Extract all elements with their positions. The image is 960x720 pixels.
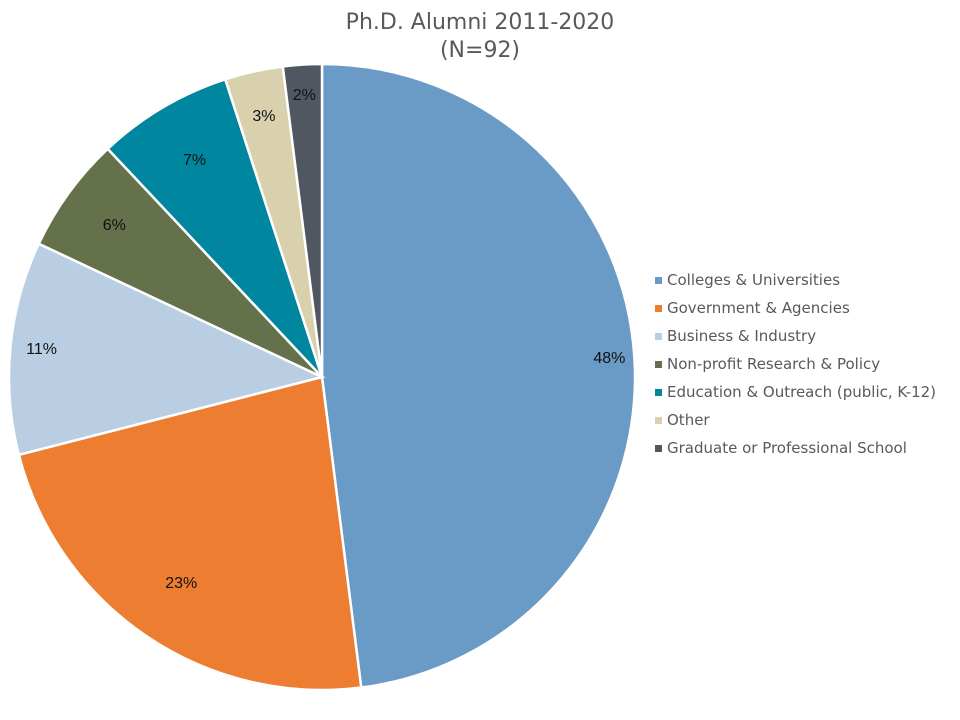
data-label: 3% bbox=[252, 108, 276, 126]
data-label: 2% bbox=[292, 86, 316, 104]
pie-slice bbox=[320, 62, 637, 689]
legend-item: Non-profit Research & Policy bbox=[655, 350, 936, 378]
legend-swatch bbox=[655, 360, 662, 368]
legend-item: Business & Industry bbox=[655, 322, 936, 350]
legend-swatch bbox=[655, 416, 662, 424]
legend-item: Government & Agencies bbox=[655, 294, 936, 322]
legend-swatch bbox=[655, 444, 662, 452]
legend-swatch bbox=[655, 332, 662, 340]
chart-title: Ph.D. Alumni 2011-2020 bbox=[345, 10, 615, 35]
legend-swatch bbox=[655, 304, 662, 312]
pie-slice bbox=[105, 77, 324, 378]
legend-item: Education & Outreach (public, K-12) bbox=[655, 378, 936, 406]
pie-slice bbox=[7, 242, 326, 457]
legend: Colleges & Universities Government & Age… bbox=[655, 266, 936, 462]
data-label: 23% bbox=[165, 575, 198, 593]
data-label: 11% bbox=[26, 341, 57, 359]
data-label: 6% bbox=[102, 217, 126, 235]
pie-slice bbox=[281, 62, 324, 378]
legend-swatch bbox=[655, 276, 662, 284]
legend-item: Graduate or Professional School bbox=[655, 434, 936, 462]
chart-subtitle: (N=92) bbox=[439, 38, 521, 63]
legend-item: Colleges & Universities bbox=[655, 266, 936, 294]
legend-swatch bbox=[655, 388, 662, 396]
data-label: 7% bbox=[182, 152, 207, 170]
legend-item: Other bbox=[655, 406, 936, 434]
data-label: 48% bbox=[593, 349, 626, 367]
pie-slice bbox=[37, 147, 323, 379]
pie-slice bbox=[17, 375, 363, 692]
